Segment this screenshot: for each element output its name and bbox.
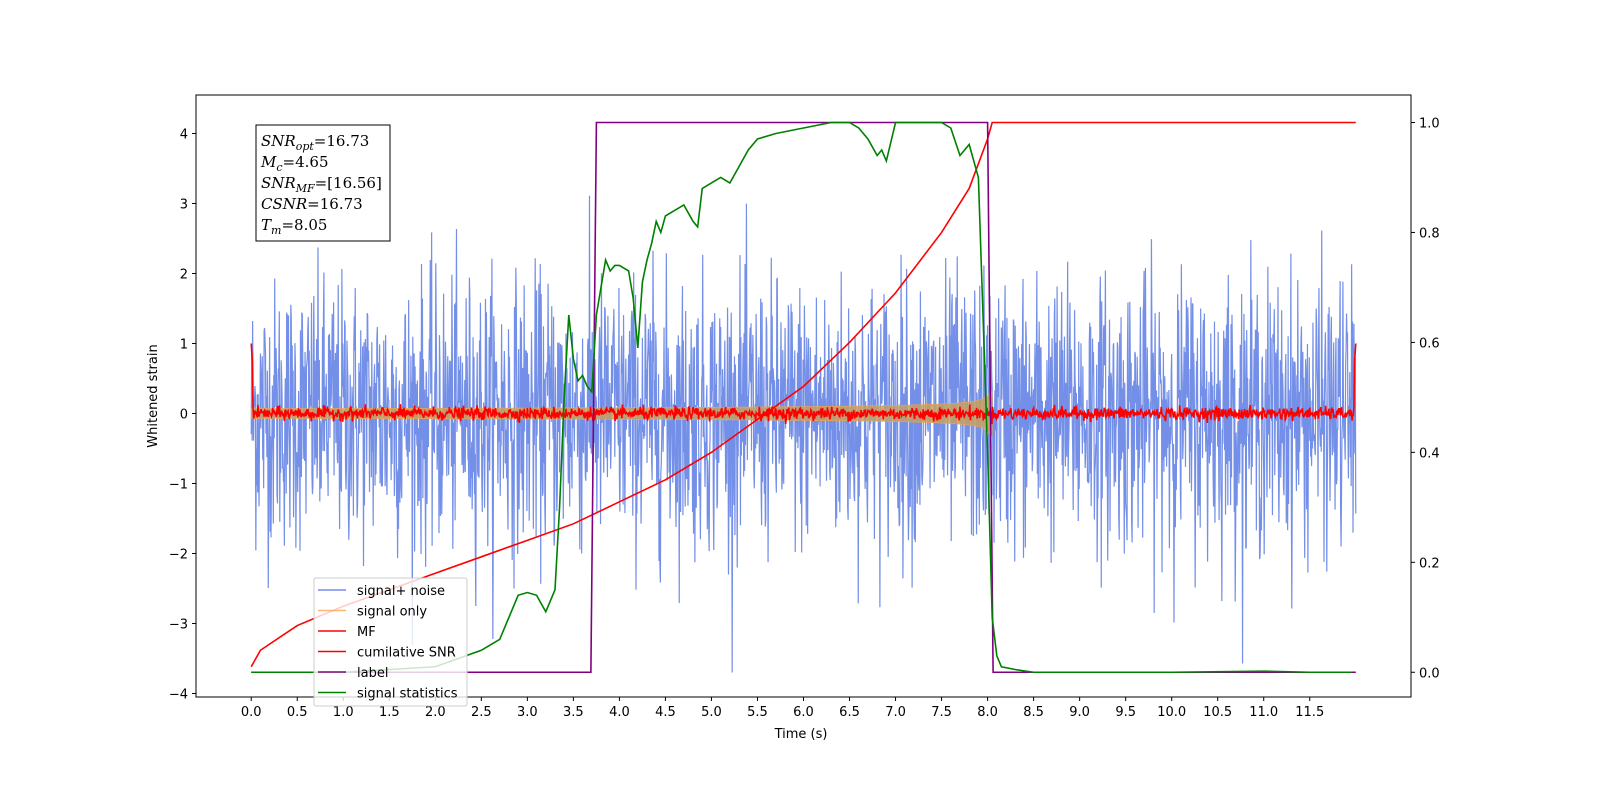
y-right-tick-label: 1.0 xyxy=(1419,116,1440,131)
x-tick-label: 2.5 xyxy=(471,705,492,720)
x-tick-label: 11.0 xyxy=(1249,705,1278,720)
x-tick-label: 3.5 xyxy=(563,705,584,720)
x-tick-label: 0.5 xyxy=(287,705,308,720)
legend: signal+ noise signal only MF cumilative SNR… xyxy=(313,577,468,707)
annotation-line: CSNR=16.73 xyxy=(261,195,363,213)
x-tick-label: 1.5 xyxy=(379,705,400,720)
y-axis-left: 4 3 2 1 0 −1 −2 −3 −4 xyxy=(169,128,196,703)
x-tick-label: 8.5 xyxy=(1023,705,1044,720)
stats-annotation-box: SNRopt=16.73Mc=4.65SNRMF=[16.56]CSNR=16.… xyxy=(255,124,391,242)
annotation-line: Tm=8.05 xyxy=(261,216,327,237)
y-right-tick-label: 0.0 xyxy=(1419,666,1440,681)
x-tick-label: 7.0 xyxy=(885,705,906,720)
x-tick-label: 2.0 xyxy=(425,705,446,720)
y-right-tick-label: 0.6 xyxy=(1419,336,1440,351)
x-tick-label: 6.0 xyxy=(793,705,814,720)
x-tick-label: 10.5 xyxy=(1203,705,1232,720)
y-left-tick-label: 4 xyxy=(180,128,188,143)
legend-entry: signal only xyxy=(357,605,427,620)
legend-entry: label xyxy=(357,666,388,681)
x-tick-label: 5.0 xyxy=(701,705,722,720)
y-right-tick-label: 0.8 xyxy=(1419,226,1440,241)
y-right-tick-label: 0.2 xyxy=(1419,556,1440,571)
y-axis-right: 1.0 0.8 0.6 0.4 0.2 0.0 xyxy=(1411,116,1440,681)
legend-entry: signal statistics xyxy=(357,687,458,702)
y-left-tick-label: −3 xyxy=(169,618,188,633)
y-left-tick-label: −2 xyxy=(169,548,188,563)
x-tick-label: 10.0 xyxy=(1157,705,1186,720)
annotation-line: Mc=4.65 xyxy=(260,153,329,174)
x-tick-label: 4.0 xyxy=(609,705,630,720)
y-left-tick-label: −4 xyxy=(169,688,188,703)
legend-entry: signal+ noise xyxy=(357,584,445,599)
x-tick-label: 0.0 xyxy=(241,705,262,720)
legend-entry: MF xyxy=(357,625,376,640)
legend-entry: cumilative SNR xyxy=(357,646,456,661)
x-tick-label: 3.0 xyxy=(517,705,538,720)
x-tick-label: 7.5 xyxy=(931,705,952,720)
x-tick-label: 9.0 xyxy=(1069,705,1090,720)
annotation-line: SNRMF=[16.56] xyxy=(261,174,382,195)
y-left-tick-label: 0 xyxy=(180,408,188,423)
x-tick-label: 6.5 xyxy=(839,705,860,720)
x-tick-label: 4.5 xyxy=(655,705,676,720)
y-left-tick-label: 2 xyxy=(180,268,188,283)
y-left-tick-label: 1 xyxy=(180,338,188,353)
x-tick-label: 8.0 xyxy=(977,705,998,720)
x-tick-label: 11.5 xyxy=(1295,705,1324,720)
x-tick-label: 9.5 xyxy=(1115,705,1136,720)
y-axis-label: Whitened strain xyxy=(146,344,161,447)
y-left-tick-label: −1 xyxy=(169,478,188,493)
annotation-line: SNRopt=16.73 xyxy=(261,132,369,153)
x-tick-label: 5.5 xyxy=(747,705,768,720)
x-tick-label: 1.0 xyxy=(333,705,354,720)
x-axis-label: Time (s) xyxy=(774,727,828,742)
x-axis: 0.0 0.5 1.0 1.5 2.0 2.5 3.0 3.5 4.0 4.5 5.0 5.5 6.0 6… xyxy=(241,697,1324,720)
y-left-tick-label: 3 xyxy=(180,198,188,213)
series-mf xyxy=(250,343,1357,425)
series-signal-statistics xyxy=(251,121,1352,674)
y-right-tick-label: 0.4 xyxy=(1419,446,1440,461)
